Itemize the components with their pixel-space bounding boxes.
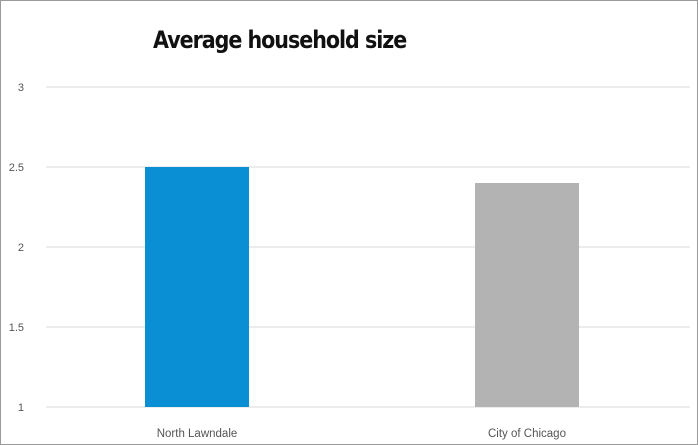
bar-city-of-chicago [475, 183, 579, 407]
y-tick-label: 2.5 [9, 162, 24, 174]
x-category-label: North Lawndale [157, 428, 238, 440]
bar-north-lawndale [145, 167, 249, 407]
y-tick-label: 1.5 [9, 322, 24, 334]
chart-title: Average household size [153, 26, 407, 54]
y-tick-label: 1 [18, 402, 24, 414]
x-axis-labels: North Lawndale City of Chicago [157, 428, 566, 440]
gridlines [46, 86, 690, 408]
y-tick-label: 3 [18, 82, 24, 94]
y-axis-ticks: 1 1.5 2 2.5 3 [9, 82, 24, 414]
bars [145, 167, 579, 407]
y-tick-label: 2 [18, 242, 24, 254]
x-category-label: City of Chicago [488, 428, 566, 440]
